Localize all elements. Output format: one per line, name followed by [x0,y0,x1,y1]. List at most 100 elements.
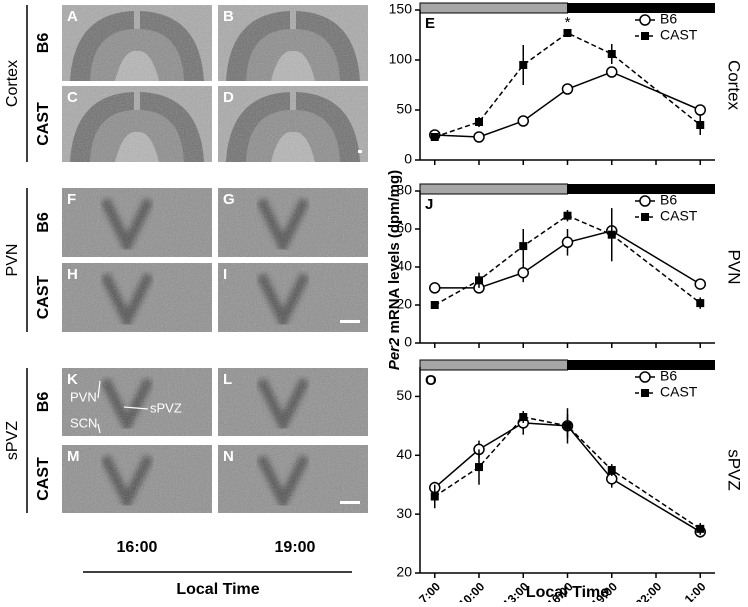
y-tick-label: 20 [396,296,412,312]
legend-marker [641,389,649,397]
legend-marker [639,14,651,26]
annotation-arrow [97,380,101,399]
data-point [517,115,529,127]
panel-letter: B [223,8,234,25]
data-point [694,104,706,116]
scale-bar [340,320,360,323]
dark-phase-bar [567,360,715,370]
data-point [430,301,439,309]
time-label: 16:00 [117,539,158,556]
legend-label: B6 [660,192,677,208]
panel-letter: M [67,448,80,465]
panel-letter: L [223,371,232,388]
legend-label: B6 [660,368,677,384]
micrograph [62,86,212,162]
data-point [429,282,441,294]
strain-label: B6 [35,392,52,413]
legend-label: B6 [660,11,677,27]
legend-label: CAST [660,27,698,43]
x-axis-label: Local Time [176,581,259,598]
data-point [475,118,483,126]
region-label: PVN [4,244,21,277]
legend-label: CAST [660,208,698,224]
annotation-arrow [97,423,101,434]
legend-marker [639,371,651,383]
panel-letter: D [223,89,234,106]
panel-letter: K [67,371,78,388]
annotation-arrow [123,406,149,410]
micrograph [218,188,368,257]
legend-marker [641,213,649,221]
strain-label: B6 [35,33,52,54]
strain-label: CAST [35,457,52,501]
image-noise [218,368,368,436]
micrograph [62,5,212,81]
y-axis-label: Per2 mRNA levels (dpm/mg) [386,170,403,370]
scale-bar [358,150,362,153]
annotation: sPVZ [150,400,182,415]
series-line [434,71,701,138]
data-point [696,524,705,533]
image-noise [62,368,212,436]
data-point [606,66,618,78]
data-point [519,61,528,69]
x-axis-label: Local Time [526,584,609,601]
light-phase-bar [419,359,568,371]
dark-phase-bar [567,3,715,13]
micrograph [62,188,212,257]
image-noise [62,263,212,332]
data-point [607,50,616,58]
region-label: sPVZ [4,421,21,460]
data-point [430,492,439,501]
series-line [434,230,701,289]
y-tick-label: 20 [396,564,412,580]
y-tick-label: 30 [396,505,412,521]
image-noise [62,5,212,81]
data-point [561,236,574,249]
y-tick-label: 60 [396,220,412,236]
image-noise [62,188,212,257]
data-point [475,276,483,285]
micrograph [62,368,212,436]
data-point [475,463,483,472]
region-title: Cortex [725,60,744,111]
panel-letter: E [425,15,435,32]
y-tick-label: 0 [404,151,412,167]
dark-phase-bar [567,184,715,194]
panel-letter: C [67,89,78,106]
annotation: SCN [70,415,97,430]
legend-marker [641,32,649,40]
x-tick-label: 22:00 [633,579,665,602]
data-point [563,211,572,220]
region-label: Cortex [4,60,21,107]
y-tick-label: 50 [396,101,412,117]
data-point [607,230,616,239]
micrograph [218,5,368,81]
light-phase-bar [419,183,568,195]
series-line [434,214,701,306]
region-title: PVN [725,250,744,285]
data-point [517,266,529,279]
annotation: PVN [70,389,97,404]
data-point [473,131,485,143]
x-tick-label: 1:00 [682,579,709,602]
data-point [519,413,528,422]
x-tick-label: 10:00 [456,579,488,602]
panel-letter: F [67,191,76,208]
series-line [434,422,701,533]
y-tick-label: 80 [396,182,412,198]
micrograph [62,445,212,513]
y-tick-label: 40 [396,446,412,462]
data-point [694,278,706,290]
data-point [563,421,572,430]
image-noise [218,86,368,162]
region-title: sPVZ [725,449,744,491]
x-tick-label: 7:00 [416,579,443,602]
panel-letter: H [67,266,78,283]
micrograph [218,86,368,162]
micrograph [62,263,212,332]
significance-marker: * [565,14,571,31]
panel-letter: J [425,196,433,213]
y-tick-label: 40 [396,258,412,274]
